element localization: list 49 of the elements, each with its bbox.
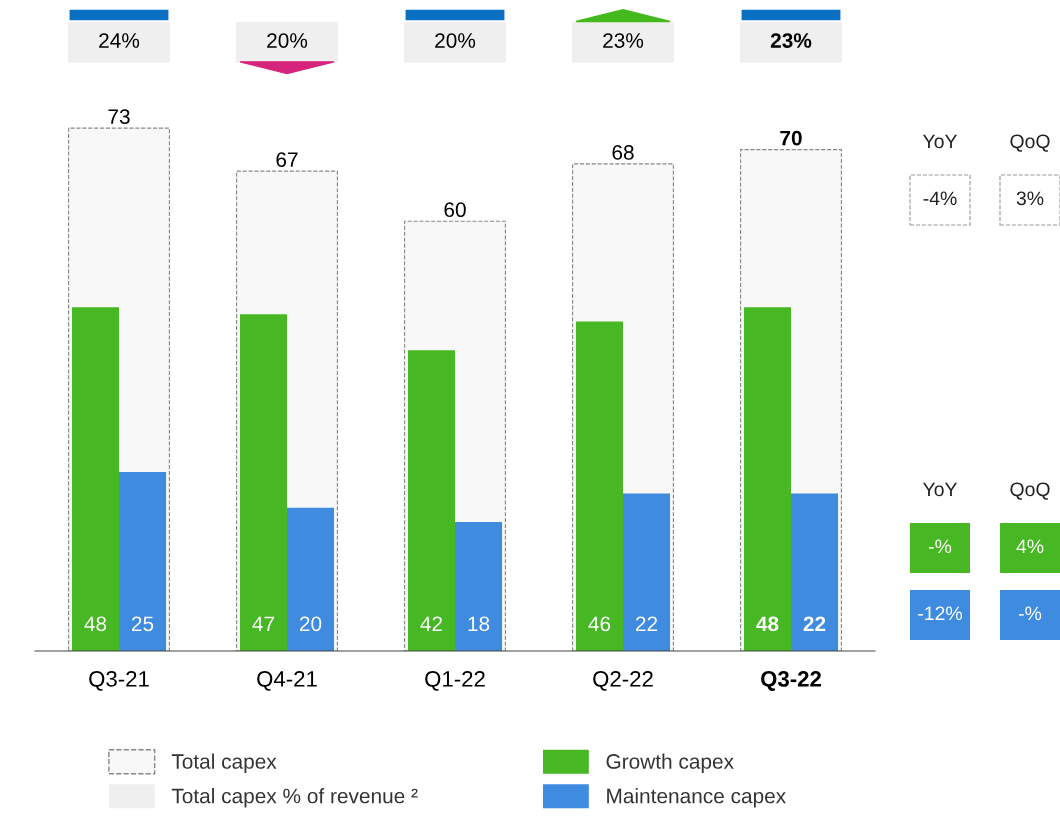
data-label: 60 [444,202,466,218]
text: 23% [770,33,812,48]
text: QoQ [1010,482,1050,500]
bar [623,493,671,651]
text: 4% [1016,539,1044,554]
text: QoQ [1010,134,1050,152]
legend-label: Growth capex [606,753,734,773]
text: 24% [99,33,140,48]
text: 23% [603,33,644,48]
data-label: 67 [276,152,298,167]
bar [791,493,839,651]
text: -% [1018,606,1042,621]
data-label: 20 [299,616,322,632]
bar [407,350,455,651]
text: -% [928,539,952,554]
bar [743,307,791,651]
text: -4% [923,191,957,206]
x-tick-label: Q4-21 [257,671,317,691]
bar [287,507,335,651]
text: -12% [918,606,963,621]
text: Total capex % of revenue ² [171,788,418,808]
x-tick-label: Q3-21 [89,671,149,691]
bar [575,321,623,651]
text: YoY [922,134,958,149]
legend-label: Maintenance capex [607,788,786,808]
data-label: 22 [635,616,658,631]
x-tick-label: Q3-22 [761,671,821,691]
data-label: 70 [780,130,802,146]
bar [71,307,119,651]
x-tick-label: Q1-22 [425,671,485,691]
bar [119,471,167,651]
text: 20% [435,33,476,48]
data-label: 48 [756,616,779,632]
data-label: 48 [84,616,107,632]
data-label: 25 [131,616,154,632]
data-label: 47 [252,616,275,631]
data-label: 42 [420,616,443,631]
bar [455,522,503,651]
data-label: 46 [588,616,611,632]
data-label: 22 [803,616,826,631]
text: 3% [1016,191,1044,206]
data-label: 73 [108,109,130,124]
bar [239,314,287,651]
data-label: 18 [468,616,490,632]
legend-label: Total capex [171,753,277,773]
data-label: 68 [612,145,634,160]
x-tick-label: Q2-22 [593,671,653,691]
text: 20% [267,33,308,48]
text: YoY [922,482,958,497]
